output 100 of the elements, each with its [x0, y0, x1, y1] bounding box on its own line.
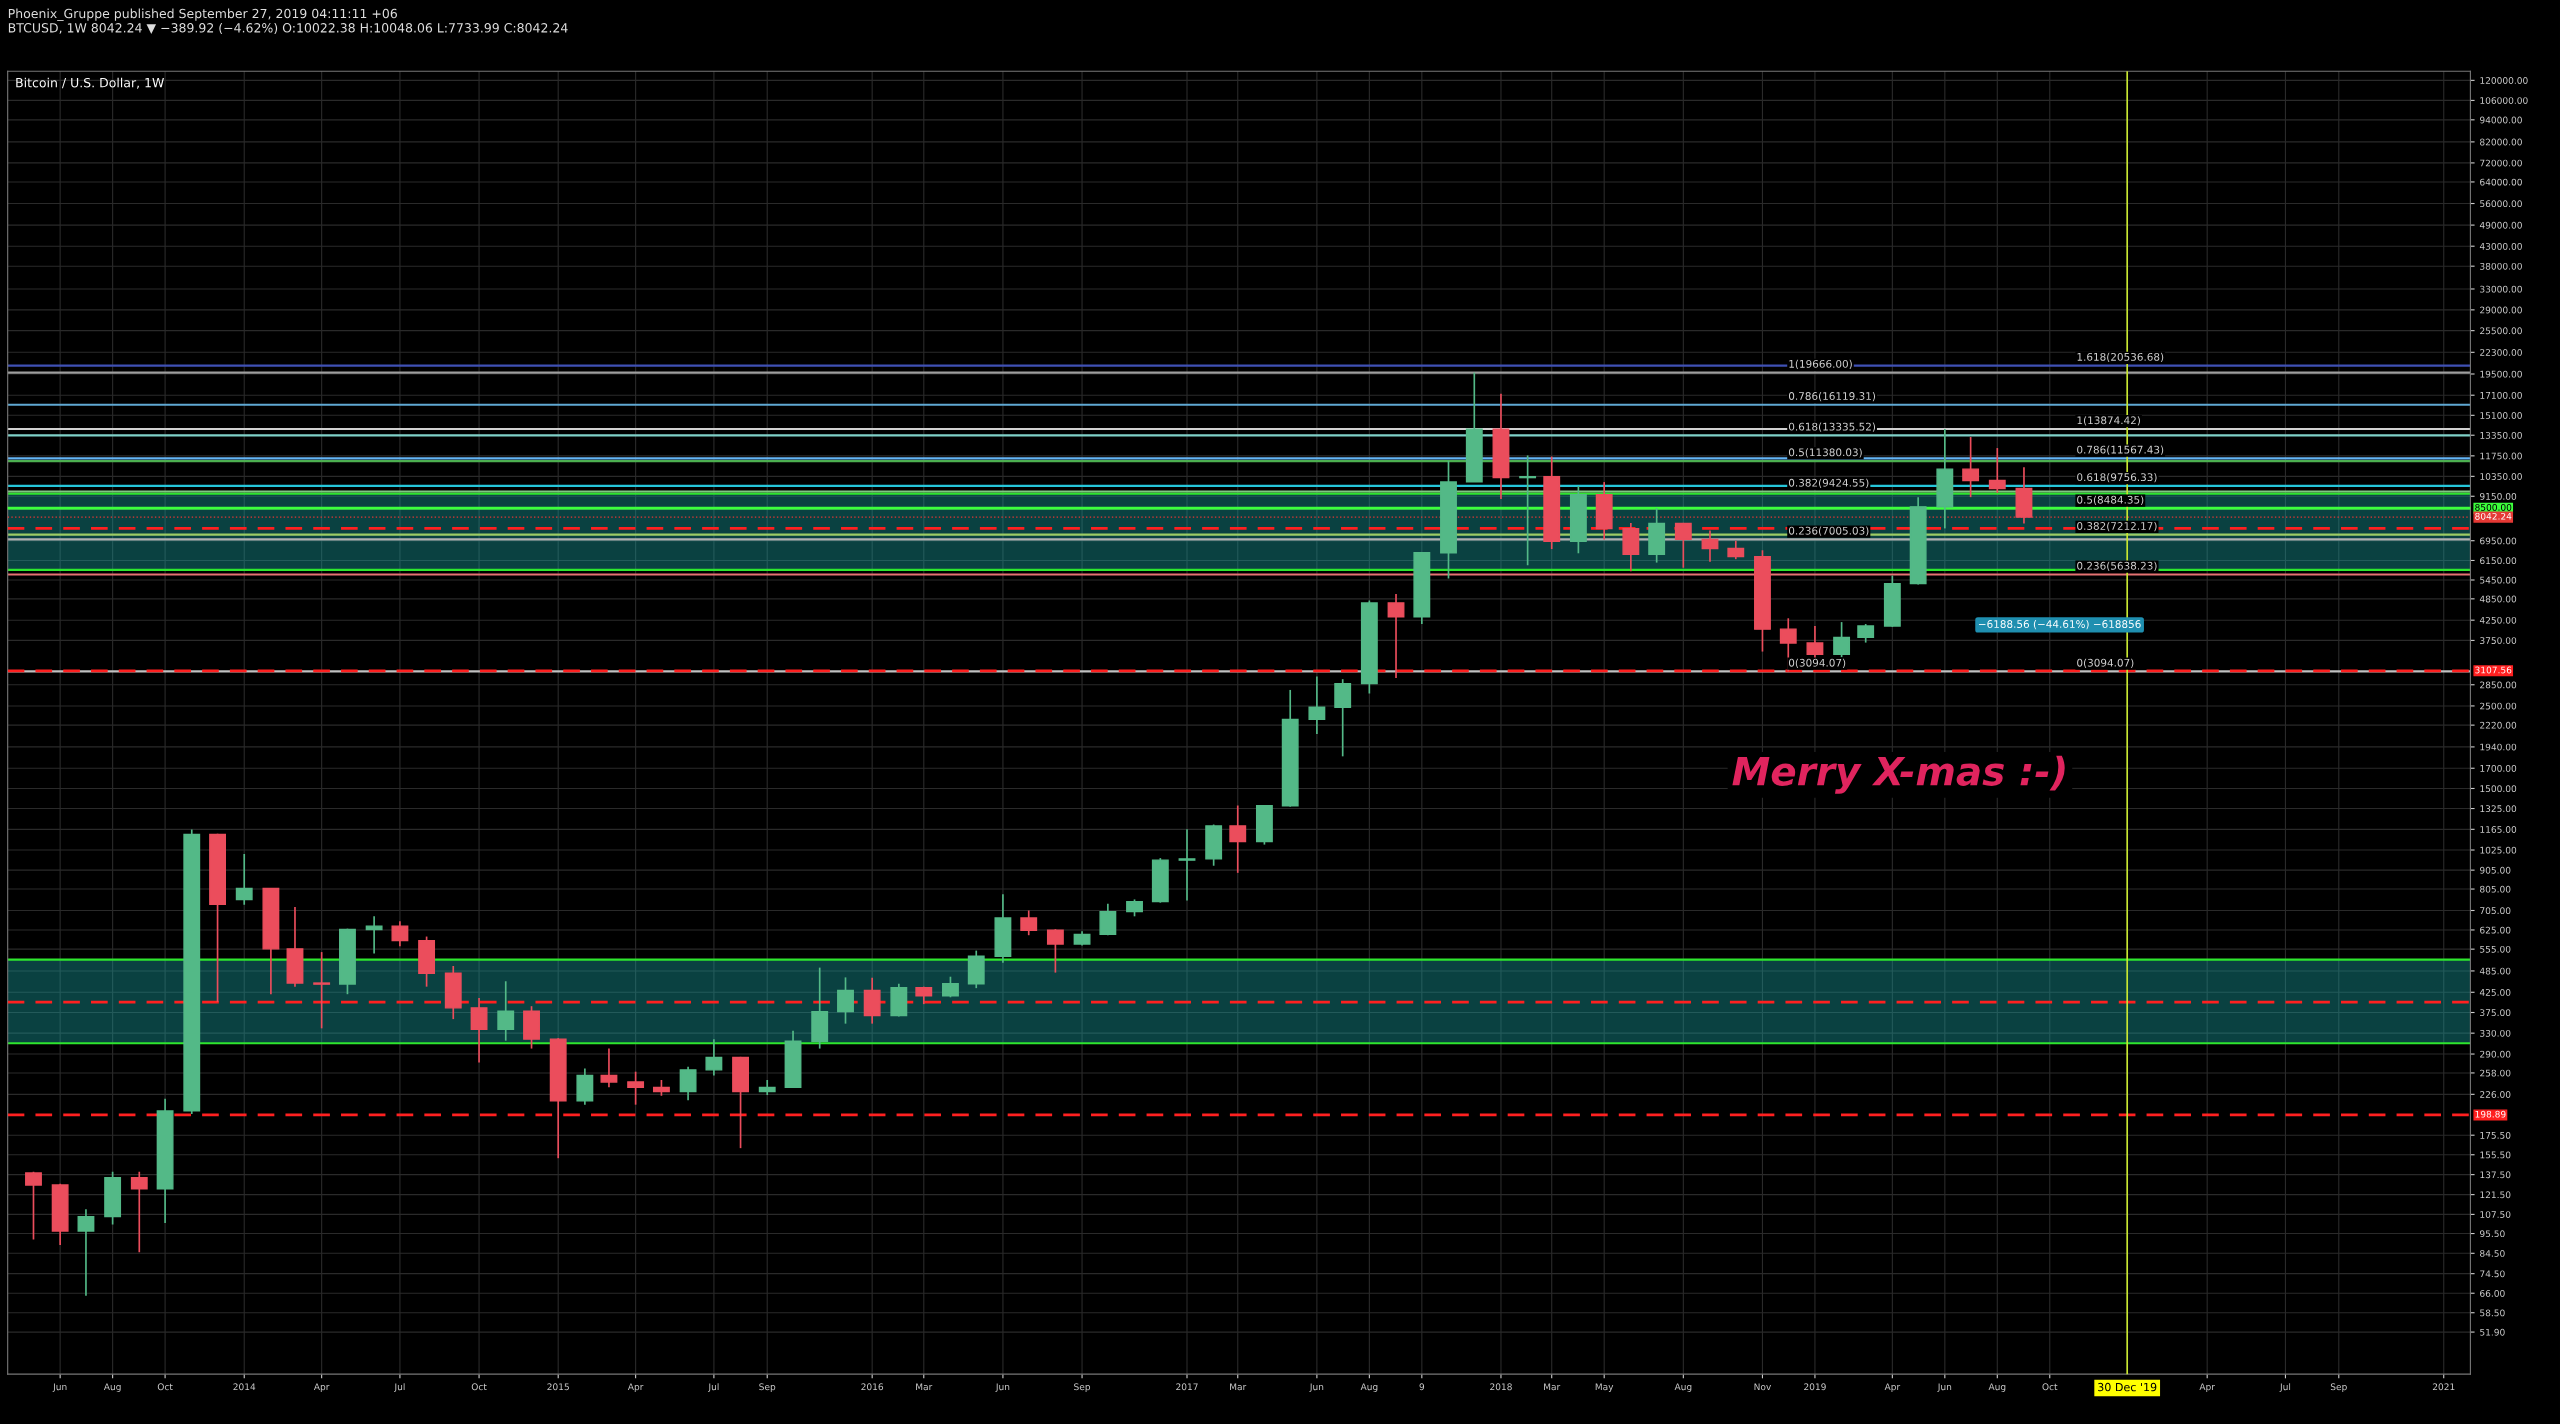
x-tick-label: Mar: [1230, 1383, 1247, 1391]
x-tick-label: Aug: [103, 1383, 121, 1392]
x-tick-label: Sep: [2330, 1383, 2347, 1392]
y-tick-label: 9150.00: [2480, 493, 2517, 500]
ref-line-label: 3107.56: [2475, 666, 2512, 674]
y-tick-label: 1500.00: [2480, 785, 2517, 793]
y-tick-label: 175.50: [2480, 1131, 2511, 1139]
annotation: 0.618(9756.33): [2077, 473, 2157, 483]
annotation: 1(19666.00): [1789, 359, 1852, 370]
y-tick-label: 19500.00: [2480, 370, 2522, 378]
y-tick-label: 64000.00: [2480, 178, 2522, 186]
annotation: 0(3094.07): [1788, 658, 1846, 668]
y-tick-label: 95.50: [2480, 1230, 2505, 1238]
y-tick-label: 25500.00: [2480, 327, 2522, 335]
x-tick-label: Jun: [1309, 1383, 1324, 1392]
annotation: Merry X-mas :-): [1732, 755, 2065, 794]
y-tick-label: 84.50: [2480, 1250, 2505, 1257]
y-tick-label: 15100.00: [2480, 412, 2522, 419]
x-tick-label: Jul: [2279, 1383, 2291, 1392]
y-tick-label: 1025.00: [2480, 846, 2517, 854]
y-tick-label: 58.50: [2480, 1309, 2505, 1317]
annotation: 0.786(16119.31): [1788, 391, 1876, 402]
x-tick-label: Aug: [1674, 1383, 1692, 1392]
annotation: 0.618(13335.52): [1788, 422, 1876, 432]
y-tick-label: 905.00: [2480, 866, 2511, 874]
y-tick-label: 1700.00: [2480, 764, 2517, 772]
x-tick-label: Aug: [1360, 1383, 1378, 1392]
ref-line-label: 8042.24: [2475, 512, 2512, 520]
y-tick-label: 1165.00: [2480, 826, 2517, 833]
annotation: −6188.56 (−44.61%) −618856: [1978, 619, 2141, 630]
annotation: 1.618(20536.68): [2077, 352, 2164, 363]
y-tick-label: 485.00: [2479, 967, 2511, 975]
y-tick-label: 155.50: [2480, 1151, 2511, 1159]
y-tick-label: 330.00: [2480, 1029, 2511, 1037]
y-tick-label: 705.00: [2480, 907, 2511, 915]
x-tick-label: Oct: [157, 1383, 173, 1391]
y-tick-label: 38000.00: [2480, 262, 2522, 270]
y-tick-label: 375.00: [2480, 1009, 2511, 1017]
x-tick-label: Oct: [2042, 1383, 2058, 1391]
y-tick-label: 17100.00: [2480, 391, 2522, 399]
y-tick-label: 22300.00: [2480, 349, 2522, 356]
x-tick-label: Jul: [394, 1383, 405, 1392]
y-tick-label: 29000.00: [2480, 306, 2522, 314]
x-tick-label: Jun: [1937, 1383, 1952, 1392]
x-tick-label: May: [1595, 1383, 1614, 1392]
x-tick-label: 2014: [233, 1383, 256, 1391]
chart-title: Bitcoin / U.S. Dollar, 1W: [16, 77, 164, 89]
x-tick-label: Jun: [995, 1383, 1010, 1392]
chart-subtitle: Phoenix_Gruppe published September 27, 2019 04:11:11 +06 BTCUSD, 1W 8042.24 ▼ −389.92 (−4.62%) O:10022.38 H:10048.06 L:7733.99 C:8042.24: [8, 8, 568, 35]
annotation: 0.786(11567.43): [2077, 445, 2164, 455]
annotation: 0.5(11380.03): [1788, 448, 1862, 458]
y-tick-label: 43000.00: [2479, 242, 2522, 250]
annotation: 0.5(8484.35): [2077, 495, 2144, 505]
annotation: 0.382(9424.55): [1788, 478, 1869, 488]
x-tick-label: Sep: [759, 1383, 776, 1392]
y-tick-label: 74.50: [2480, 1270, 2505, 1278]
y-tick-label: 258.00: [2480, 1069, 2511, 1077]
y-tick-label: 49000.00: [2479, 221, 2522, 229]
y-tick-label: 226.00: [2480, 1091, 2511, 1098]
y-tick-label: 33000.00: [2480, 285, 2522, 293]
x-tick-label: 2015: [547, 1383, 569, 1391]
y-tick-label: 1940.00: [2480, 743, 2517, 751]
x-tick-label: Apr: [627, 1383, 644, 1392]
x-tick-label: Mar: [916, 1383, 933, 1391]
y-tick-label: 2500.00: [2480, 702, 2517, 710]
x-tick-label: 2019: [1804, 1383, 1826, 1391]
y-tick-label: 805.00: [2480, 885, 2511, 893]
x-tick-label: 9: [1419, 1383, 1425, 1391]
x-tick-label: Mar: [1544, 1383, 1561, 1391]
annotation: 1(13874.42): [2077, 416, 2140, 426]
y-tick-label: 120000.00: [2480, 77, 2528, 84]
y-tick-label: 2850.00: [2480, 681, 2517, 689]
x-tick-label: Nov: [1754, 1383, 1771, 1391]
y-tick-label: 5450.00: [2480, 576, 2517, 584]
y-tick-label: 2220.00: [2480, 721, 2517, 729]
annotation: 0.382(7212.17): [2077, 521, 2157, 532]
y-tick-label: 72000.00: [2480, 159, 2522, 167]
y-tick-label: 290.00: [2480, 1050, 2511, 1058]
y-tick-label: 106000.00: [2480, 97, 2528, 104]
y-tick-label: 6150.00: [2480, 557, 2517, 565]
y-tick-label: 66.00: [2480, 1289, 2505, 1297]
x-tick-label: Apr: [1884, 1383, 1901, 1392]
ref-line-label: 8500.00: [2475, 503, 2512, 511]
y-tick-label: 107.50: [2480, 1211, 2511, 1218]
x-tick-label: 2018: [1490, 1383, 1512, 1391]
y-tick-label: 1325.00: [2480, 805, 2517, 813]
y-tick-label: 94000.00: [2480, 116, 2522, 124]
y-tick-label: 137.50: [2480, 1171, 2511, 1179]
y-tick-label: 6950.00: [2480, 537, 2517, 545]
x-tick-label: Oct: [471, 1383, 487, 1391]
y-tick-label: 4250.00: [2479, 616, 2517, 624]
y-tick-label: 11750.00: [2480, 452, 2522, 460]
y-tick-label: 4850.00: [2479, 595, 2517, 603]
annotation: 0.236(7005.03): [1788, 526, 1869, 536]
annotation: 0(3094.07): [2077, 658, 2134, 668]
annotation: 0.236(5638.23): [2077, 561, 2157, 571]
y-tick-label: 10350.00: [2480, 473, 2522, 480]
y-tick-label: 425.00: [2479, 989, 2511, 996]
x-tick-label: Aug: [1988, 1383, 2006, 1392]
x-tick-label: 2016: [861, 1383, 884, 1391]
